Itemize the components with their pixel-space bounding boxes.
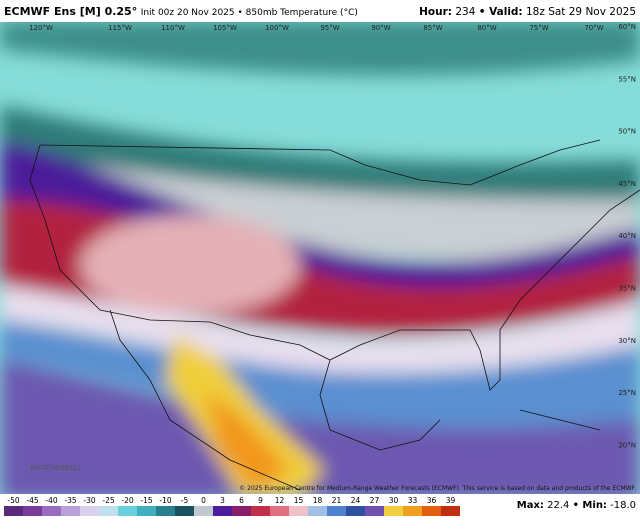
colorbar-swatch <box>118 506 137 516</box>
lat-label: 20°N <box>618 441 636 449</box>
lat-label: 30°N <box>618 337 636 345</box>
colorbar-tick-label: 21 <box>332 496 342 505</box>
colorbar-swatch <box>346 506 365 516</box>
header-title: ECMWF Ens [M] 0.25° Init 00z 20 Nov 2025… <box>4 5 358 18</box>
lat-label: 50°N <box>618 128 636 136</box>
copyright: © 2025 European Centre for Medium-Range … <box>239 485 636 492</box>
colorbar-tick-label: -45 <box>26 496 38 505</box>
colorbar-tick-label: 33 <box>408 496 418 505</box>
colorbar-swatch <box>42 506 61 516</box>
lon-label: 95°W <box>320 24 339 32</box>
logo: WEATHERBELL <box>30 464 82 472</box>
lon-label: 90°W <box>371 24 390 32</box>
lat-labels: 60°N 55°N 50°N 45°N 40°N 35°N 30°N 25°N 20°N <box>618 23 636 449</box>
colorbar-tick-label: -15 <box>140 496 152 505</box>
colorbar-tick-label: -30 <box>83 496 95 505</box>
colorbar-swatch <box>156 506 175 516</box>
colorbar-swatch <box>194 506 213 516</box>
lon-label: 75°W <box>529 24 548 32</box>
stats: Max: 22.4 • Min: -18.0 <box>517 500 636 511</box>
colorbar-swatch <box>384 506 403 516</box>
colorbar-tick-label: -35 <box>64 496 76 505</box>
colorbar-tick-label: 0 <box>201 496 206 505</box>
colorbar-tick-label: -50 <box>7 496 19 505</box>
header-bar <box>0 0 640 22</box>
lon-labels: 120°W 115°W 110°W 105°W 100°W 95°W 90°W 85°W 80°… <box>29 24 604 32</box>
colorbar-swatch <box>175 506 194 516</box>
colorbar-tick-label: 27 <box>370 496 380 505</box>
colorbar-swatch <box>308 506 327 516</box>
lon-label: 85°W <box>423 24 442 32</box>
colorbar-tick-label: 30 <box>389 496 399 505</box>
lon-label: 120°W <box>29 24 53 32</box>
borders <box>29 139 640 491</box>
colorbar-tick-label: 24 <box>351 496 361 505</box>
lat-label: 45°N <box>618 180 636 188</box>
colorbar-swatch <box>441 506 460 516</box>
colorbar-tick-label: -25 <box>102 496 114 505</box>
lat-label: 35°N <box>618 285 636 293</box>
lon-label: 80°W <box>477 24 496 32</box>
colorbar-swatch <box>327 506 346 516</box>
colorbar-swatch <box>213 506 232 516</box>
colorbar-swatch <box>365 506 384 516</box>
colorbar-swatch <box>61 506 80 516</box>
colorbar-tick-label: 18 <box>313 496 323 505</box>
colorbar-tick-label: -40 <box>45 496 57 505</box>
lon-label: 110°W <box>161 24 185 32</box>
lon-label: 105°W <box>213 24 237 32</box>
lat-label: 60°N <box>618 23 636 31</box>
header-valid: Hour: 234 • Valid: 18z Sat 29 Nov 2025 <box>419 6 636 18</box>
colorbar-swatch <box>270 506 289 516</box>
map <box>0 22 640 494</box>
colorbar: -50 -45 -40 -35 -30 -25 -20 -15 -10 -5 0 3 6 9 12 15 18 2… <box>4 496 460 516</box>
colorbar-tick-label: 36 <box>427 496 437 505</box>
colorbar-tick-label: -10 <box>159 496 171 505</box>
lon-label: 70°W <box>584 24 603 32</box>
colorbar-tick-label: 3 <box>220 496 225 505</box>
colorbar-tick-label: 15 <box>294 496 304 505</box>
colorbar-swatch <box>232 506 251 516</box>
colorbar-tick-label: 39 <box>446 496 456 505</box>
colorbar-swatch <box>99 506 118 516</box>
colorbar-tick-label: -5 <box>181 496 189 505</box>
colorbar-swatch <box>4 506 23 516</box>
colorbar-swatch <box>251 506 270 516</box>
lat-label: 25°N <box>618 389 636 397</box>
lon-label: 100°W <box>265 24 289 32</box>
colorbar-swatch <box>23 506 42 516</box>
colorbar-swatch <box>289 506 308 516</box>
colorbar-tick-label: 6 <box>239 496 244 505</box>
lon-label: 115°W <box>108 24 132 32</box>
colorbar-tick-label: -20 <box>121 496 133 505</box>
lat-label: 55°N <box>618 75 636 83</box>
lat-label: 40°N <box>618 232 636 240</box>
colorbar-tick-label: 12 <box>275 496 285 505</box>
colorbar-swatch <box>422 506 441 516</box>
colorbar-swatch <box>80 506 99 516</box>
colorbar-swatch <box>403 506 422 516</box>
colorbar-swatch <box>137 506 156 516</box>
colorbar-tick-label: 9 <box>258 496 263 505</box>
